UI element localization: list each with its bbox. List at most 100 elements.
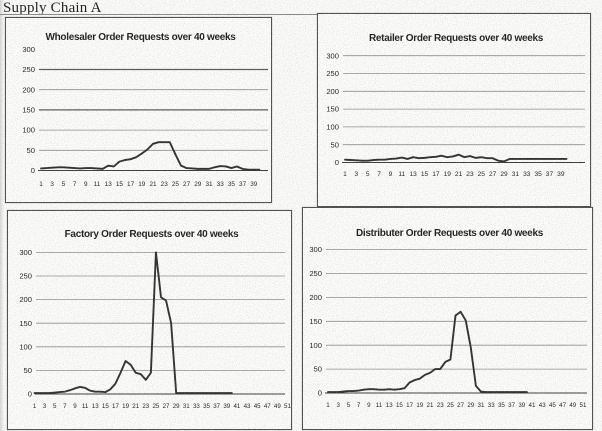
distributer-xtick-41: 41 bbox=[529, 402, 536, 409]
factory-xtick-29: 29 bbox=[173, 403, 180, 410]
wholesaler-ytick-0: 0 bbox=[31, 166, 35, 175]
factory-ytick-300: 300 bbox=[19, 248, 32, 257]
distributer-xtick-51: 51 bbox=[580, 402, 587, 409]
factory-xtick-47: 47 bbox=[264, 403, 271, 410]
factory-xtick-11: 11 bbox=[82, 403, 89, 410]
retailer-xtick-27: 27 bbox=[489, 171, 497, 178]
retailer-data-line bbox=[344, 153, 568, 163]
distributer-xtick-31: 31 bbox=[478, 402, 485, 409]
retailer-xtick-1: 1 bbox=[343, 171, 347, 178]
retailer-ytick-300: 300 bbox=[326, 51, 339, 60]
distributer-xtick-3: 3 bbox=[336, 402, 340, 409]
factory-xtick-37: 37 bbox=[213, 403, 220, 410]
retailer-xtick-37: 37 bbox=[546, 171, 554, 178]
wholesaler-xtick-9: 9 bbox=[84, 181, 88, 188]
distributer-xtick-5: 5 bbox=[347, 402, 351, 409]
retailer-xtick-13: 13 bbox=[409, 171, 417, 178]
retailer-ytick-150: 150 bbox=[326, 105, 339, 114]
factory-xtick-39: 39 bbox=[223, 403, 230, 410]
distributer-xtick-25: 25 bbox=[447, 402, 454, 409]
wholesaler-xtick-1: 1 bbox=[39, 181, 43, 188]
factory-xtick-19: 19 bbox=[122, 403, 129, 410]
distributer-data-line bbox=[327, 310, 528, 393]
factory-data-line bbox=[33, 251, 233, 395]
retailer-ytick-100: 100 bbox=[326, 123, 339, 132]
wholesaler-xtick-13: 13 bbox=[105, 181, 113, 188]
factory-ytick-100: 100 bbox=[19, 342, 32, 351]
retailer-xtick-3: 3 bbox=[355, 171, 359, 178]
retailer-chart-title: Retailer Order Requests over 40 weeks bbox=[369, 33, 544, 44]
wholesaler-xtick-39: 39 bbox=[250, 181, 258, 188]
factory-ytick-200: 200 bbox=[19, 295, 32, 304]
distributer-xtick-21: 21 bbox=[427, 402, 434, 409]
wholesaler-xtick-27: 27 bbox=[183, 181, 191, 188]
retailer-xtick-9: 9 bbox=[389, 171, 393, 178]
retailer-xtick-33: 33 bbox=[523, 171, 531, 178]
wholesaler-xtick-7: 7 bbox=[73, 181, 77, 188]
retailer-chart: Retailer Order Requests over 40 weeks 0 50… bbox=[326, 33, 585, 178]
factory-xtick-43: 43 bbox=[244, 403, 251, 410]
retailer-xtick-25: 25 bbox=[478, 171, 486, 178]
wholesaler-xtick-29: 29 bbox=[194, 181, 202, 188]
factory-xtick-3: 3 bbox=[43, 403, 47, 410]
wholesaler-chart: Wholesaler Order Requests over 40 weeks 0… bbox=[22, 32, 268, 188]
distributer-ytick-150: 150 bbox=[309, 317, 322, 326]
factory-xtick-21: 21 bbox=[132, 403, 139, 410]
retailer-xtick-21: 21 bbox=[455, 171, 463, 178]
retailer-ytick-250: 250 bbox=[326, 69, 339, 78]
retailer-xtick-7: 7 bbox=[377, 171, 381, 178]
wholesaler-data-line bbox=[40, 141, 261, 171]
distributer-xtick-29: 29 bbox=[467, 402, 474, 409]
retailer-xtick-5: 5 bbox=[366, 171, 370, 178]
retailer-ytick-0: 0 bbox=[335, 158, 339, 167]
distributer-ytick-0: 0 bbox=[318, 389, 322, 398]
retailer-ytick-200: 200 bbox=[326, 87, 339, 96]
distributer-xtick-49: 49 bbox=[569, 402, 576, 409]
distributer-xtick-33: 33 bbox=[488, 402, 495, 409]
wholesaler-xtick-31: 31 bbox=[205, 181, 213, 188]
distributer-xtick-47: 47 bbox=[559, 402, 566, 409]
distributer-xtick-9: 9 bbox=[367, 402, 371, 409]
distributer-xtick-45: 45 bbox=[549, 402, 556, 409]
wholesaler-ytick-50: 50 bbox=[27, 146, 35, 155]
factory-xtick-25: 25 bbox=[152, 403, 159, 410]
retailer-xtick-39: 39 bbox=[557, 171, 565, 178]
retailer-xtick-31: 31 bbox=[512, 171, 520, 178]
distributer-xtick-43: 43 bbox=[539, 402, 546, 409]
distributer-ytick-250: 250 bbox=[309, 269, 322, 278]
retailer-xtick-29: 29 bbox=[500, 171, 508, 178]
wholesaler-chart-title: Wholesaler Order Requests over 40 weeks bbox=[45, 32, 236, 43]
wholesaler-xtick-15: 15 bbox=[116, 181, 124, 188]
wholesaler-ytick-150: 150 bbox=[22, 106, 35, 115]
factory-xtick-41: 41 bbox=[233, 403, 240, 410]
factory-xtick-13: 13 bbox=[92, 403, 99, 410]
factory-chart-title: Factory Order Requests over 40 weeks bbox=[65, 229, 239, 240]
wholesaler-xtick-37: 37 bbox=[239, 181, 247, 188]
distributer-xtick-17: 17 bbox=[406, 402, 413, 409]
wholesaler-chart-panel: Wholesaler Order Requests over 40 weeks 0… bbox=[5, 17, 272, 203]
factory-ytick-250: 250 bbox=[19, 272, 32, 281]
wholesaler-xtick-35: 35 bbox=[228, 181, 236, 188]
factory-xtick-15: 15 bbox=[102, 403, 109, 410]
distributer-xtick-27: 27 bbox=[457, 402, 464, 409]
wholesaler-ytick-200: 200 bbox=[22, 85, 35, 94]
distributer-ytick-100: 100 bbox=[309, 341, 322, 350]
scan-edge-shadow bbox=[0, 0, 4, 431]
factory-ytick-150: 150 bbox=[19, 319, 32, 328]
factory-xtick-27: 27 bbox=[163, 403, 170, 410]
distributer-chart-panel: Distributer Order Requests over 40 weeks… bbox=[302, 207, 593, 430]
factory-xtick-45: 45 bbox=[254, 403, 261, 410]
retailer-xtick-35: 35 bbox=[534, 171, 542, 178]
distributer-ytick-200: 200 bbox=[309, 293, 322, 302]
wholesaler-xtick-17: 17 bbox=[127, 181, 135, 188]
wholesaler-xtick-3: 3 bbox=[50, 181, 54, 188]
wholesaler-ytick-250: 250 bbox=[22, 65, 35, 74]
factory-xtick-51: 51 bbox=[284, 403, 291, 410]
distributer-xtick-11: 11 bbox=[376, 402, 383, 409]
distributer-xtick-35: 35 bbox=[498, 402, 505, 409]
wholesaler-xtick-33: 33 bbox=[217, 181, 225, 188]
wholesaler-xtick-21: 21 bbox=[149, 181, 157, 188]
factory-xtick-7: 7 bbox=[63, 403, 67, 410]
factory-chart: Factory Order Requests over 40 weeks 0 50 1… bbox=[19, 229, 291, 410]
